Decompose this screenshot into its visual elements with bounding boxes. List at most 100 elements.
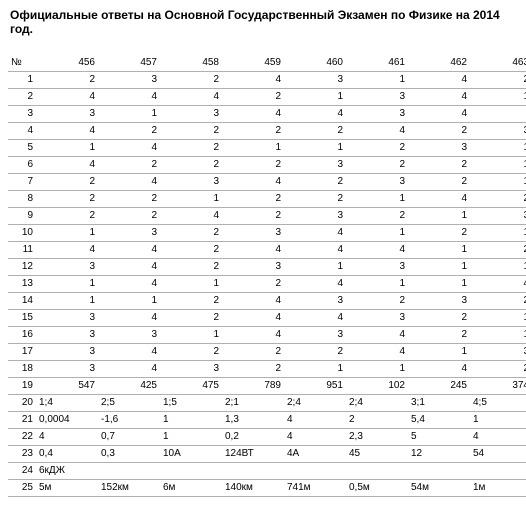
row-num-cell: 17 bbox=[8, 343, 36, 360]
value-cell: 1 bbox=[408, 343, 470, 360]
value-cell: 4 bbox=[98, 258, 160, 275]
table-row: 514211231 bbox=[8, 139, 526, 156]
value-cell: 0,2 bbox=[222, 428, 284, 445]
row-num-cell: 25 bbox=[8, 479, 36, 496]
value-cell: 152км bbox=[98, 479, 160, 496]
value-cell: 4 bbox=[284, 428, 346, 445]
table-header-row: №456457458459460461462463 bbox=[8, 54, 526, 71]
value-cell bbox=[160, 462, 222, 479]
value-cell: 2 bbox=[160, 241, 222, 258]
col-header: 462 bbox=[408, 54, 470, 71]
value-cell: 4 bbox=[284, 309, 346, 326]
row-num-cell: 14 bbox=[8, 292, 36, 309]
value-cell: 4 bbox=[346, 122, 408, 139]
value-cell: 2 bbox=[160, 258, 222, 275]
value-cell: 2 bbox=[346, 139, 408, 156]
value-cell: 2 bbox=[222, 207, 284, 224]
value-cell: 2 bbox=[160, 343, 222, 360]
value-cell: 2 bbox=[36, 190, 98, 207]
table-row: 1013234121 bbox=[8, 224, 526, 241]
value-cell: 102 bbox=[346, 377, 408, 394]
value-cell: 2 bbox=[408, 156, 470, 173]
value-cell: 4 bbox=[346, 343, 408, 360]
value-cell: 4 bbox=[408, 88, 470, 105]
table-row: 922423213 bbox=[8, 207, 526, 224]
value-cell: 1 bbox=[284, 88, 346, 105]
value-cell: 1 bbox=[98, 105, 160, 122]
value-cell: 2 bbox=[160, 224, 222, 241]
value-cell: 3 bbox=[346, 173, 408, 190]
table-row: 1734222413 bbox=[8, 343, 526, 360]
value-cell: 2 bbox=[160, 292, 222, 309]
table-row: 724342321 bbox=[8, 173, 526, 190]
table-row: 1314124114 bbox=[8, 275, 526, 292]
value-cell: 2 bbox=[346, 411, 408, 428]
value-cell: 1 bbox=[470, 173, 526, 190]
col-header: 456 bbox=[36, 54, 98, 71]
value-cell: 2 bbox=[346, 292, 408, 309]
value-cell: 2 bbox=[408, 309, 470, 326]
value-cell: 1 bbox=[98, 292, 160, 309]
value-cell: 951 bbox=[284, 377, 346, 394]
table-row: 123243142 bbox=[8, 71, 526, 88]
value-cell: 3 bbox=[470, 343, 526, 360]
value-cell: 3 bbox=[284, 156, 346, 173]
row-num-cell: 23 bbox=[8, 445, 36, 462]
value-cell: 140км bbox=[222, 479, 284, 496]
value-cell: 2 bbox=[160, 122, 222, 139]
value-cell: 1 bbox=[36, 292, 98, 309]
value-cell: 1 bbox=[346, 360, 408, 377]
value-cell: 3 bbox=[36, 309, 98, 326]
value-cell: 4 bbox=[222, 326, 284, 343]
value-cell: 2 bbox=[470, 190, 526, 207]
value-cell: 4 bbox=[160, 88, 222, 105]
value-cell: 1 bbox=[470, 326, 526, 343]
value-cell: 124ВТ bbox=[222, 445, 284, 462]
row-num-cell: 16 bbox=[8, 326, 36, 343]
value-cell: 2;1 bbox=[222, 394, 284, 411]
value-cell: 1 bbox=[160, 275, 222, 292]
value-cell: 1 bbox=[470, 224, 526, 241]
value-cell: 3 bbox=[36, 343, 98, 360]
value-cell: 6кДЖ bbox=[36, 462, 98, 479]
value-cell: 3 bbox=[222, 258, 284, 275]
value-cell: 3 bbox=[470, 207, 526, 224]
value-cell: 4 bbox=[408, 105, 470, 122]
value-cell: 2 bbox=[408, 122, 470, 139]
value-cell: 4 bbox=[470, 275, 526, 292]
value-cell: 3 bbox=[36, 258, 98, 275]
value-cell: 2 bbox=[98, 207, 160, 224]
value-cell: 2 bbox=[284, 122, 346, 139]
value-cell: 4 bbox=[222, 309, 284, 326]
row-num-cell: 21 bbox=[8, 411, 36, 428]
value-cell: 4 bbox=[408, 360, 470, 377]
value-cell: 2 bbox=[470, 71, 526, 88]
value-cell: 3 bbox=[160, 173, 222, 190]
value-cell: 1 bbox=[470, 411, 526, 428]
value-cell: 1 bbox=[470, 156, 526, 173]
table-row: 1144244412 bbox=[8, 241, 526, 258]
value-cell: 2,3 bbox=[346, 428, 408, 445]
value-cell: 374 bbox=[470, 377, 526, 394]
value-cell: 2 bbox=[470, 241, 526, 258]
value-cell: 547 bbox=[36, 377, 98, 394]
value-cell: 4 bbox=[346, 326, 408, 343]
col-header-num: № bbox=[8, 54, 36, 71]
value-cell: 10А bbox=[160, 445, 222, 462]
value-cell: 4 bbox=[284, 241, 346, 258]
value-cell: 3 bbox=[284, 207, 346, 224]
table-row: 2240,710,242,354 bbox=[8, 428, 526, 445]
table-row: 1234231311 bbox=[8, 258, 526, 275]
value-cell: 3 bbox=[470, 122, 526, 139]
value-cell: 2 bbox=[222, 275, 284, 292]
value-cell: 4 bbox=[222, 241, 284, 258]
row-num-cell: 5 bbox=[8, 139, 36, 156]
col-header: 463 bbox=[470, 54, 526, 71]
value-cell: 2 bbox=[284, 190, 346, 207]
value-cell: 4 bbox=[408, 190, 470, 207]
value-cell: 2 bbox=[222, 190, 284, 207]
col-header: 457 bbox=[98, 54, 160, 71]
row-num-cell: 22 bbox=[8, 428, 36, 445]
table-row: 822122142 bbox=[8, 190, 526, 207]
value-cell: 0,0004 bbox=[36, 411, 98, 428]
